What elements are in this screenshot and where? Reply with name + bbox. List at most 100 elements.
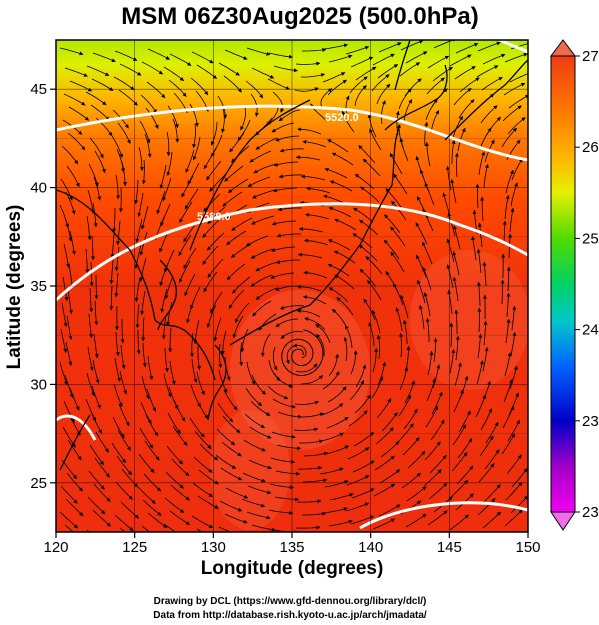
streamline bbox=[327, 239, 351, 251]
streamline bbox=[114, 357, 121, 382]
streamline bbox=[210, 291, 223, 314]
streamline bbox=[59, 511, 79, 529]
streamline bbox=[163, 66, 185, 82]
streamline bbox=[457, 438, 473, 459]
streamline bbox=[507, 117, 526, 135]
streamline bbox=[328, 54, 353, 63]
streamline bbox=[295, 155, 321, 161]
streamline bbox=[59, 47, 84, 56]
streamline bbox=[425, 317, 430, 342]
streamline bbox=[398, 394, 412, 417]
streamline bbox=[502, 105, 522, 122]
streamline bbox=[267, 78, 290, 90]
streamline bbox=[89, 444, 104, 466]
streamline bbox=[484, 449, 500, 470]
streamline bbox=[271, 431, 296, 439]
streamline bbox=[61, 302, 68, 327]
streamline bbox=[328, 519, 353, 527]
coastline-korea bbox=[157, 259, 177, 331]
streamline bbox=[454, 152, 459, 178]
warm-patch bbox=[210, 410, 290, 530]
streamline bbox=[378, 504, 401, 517]
streamline bbox=[319, 467, 344, 475]
streamline bbox=[218, 62, 240, 76]
streamline bbox=[329, 493, 354, 501]
streamline bbox=[163, 523, 177, 532]
streamline bbox=[66, 472, 83, 492]
streamline bbox=[297, 127, 322, 135]
streamline bbox=[400, 294, 409, 319]
streamline bbox=[115, 331, 120, 357]
streamline bbox=[326, 416, 349, 429]
coastline-sakhalin bbox=[394, 40, 411, 91]
streamline bbox=[191, 358, 198, 383]
streamline bbox=[120, 319, 125, 344]
x-tick-label: 145 bbox=[437, 539, 462, 556]
streamline bbox=[231, 217, 253, 231]
streamline bbox=[181, 175, 194, 198]
streamline bbox=[63, 243, 71, 268]
streamline bbox=[60, 485, 78, 504]
streamline bbox=[376, 398, 392, 419]
streamline bbox=[272, 346, 278, 371]
streamline bbox=[67, 439, 82, 461]
streamline bbox=[297, 465, 323, 470]
streamline bbox=[427, 510, 448, 526]
streamline bbox=[138, 453, 155, 473]
streamline bbox=[94, 300, 99, 326]
streamline bbox=[375, 427, 394, 445]
streamline bbox=[389, 152, 403, 175]
streamline bbox=[166, 445, 184, 465]
streamline bbox=[427, 350, 434, 376]
streamline bbox=[345, 45, 370, 55]
y-tick-label: 40 bbox=[30, 180, 47, 197]
streamline bbox=[93, 483, 111, 502]
streamline bbox=[255, 287, 278, 300]
streamline bbox=[485, 421, 499, 444]
streamline bbox=[147, 512, 168, 529]
coastline-kyushu-ryukyu bbox=[207, 344, 227, 421]
streamline bbox=[64, 217, 73, 242]
streamline bbox=[160, 288, 168, 313]
streamline bbox=[185, 149, 195, 173]
streamline bbox=[225, 487, 249, 499]
streamline bbox=[109, 285, 114, 311]
streamline bbox=[162, 177, 172, 202]
streamline bbox=[322, 371, 340, 390]
streamline bbox=[63, 93, 86, 106]
streamline bbox=[306, 186, 331, 194]
streamline bbox=[477, 222, 483, 248]
streamline bbox=[273, 372, 294, 388]
streamline bbox=[89, 287, 94, 313]
streamline bbox=[421, 241, 433, 265]
streamline bbox=[478, 151, 485, 176]
streamline bbox=[277, 207, 303, 212]
streamline bbox=[140, 290, 146, 316]
streamline bbox=[145, 107, 159, 129]
streamline bbox=[229, 132, 245, 153]
streamline bbox=[399, 62, 421, 77]
streamline bbox=[454, 309, 459, 334]
streamline bbox=[452, 276, 459, 302]
streamline bbox=[333, 250, 356, 264]
streamline bbox=[433, 337, 438, 363]
streamline bbox=[271, 122, 295, 133]
streamline bbox=[315, 324, 331, 344]
streamline bbox=[156, 190, 166, 215]
streamline bbox=[327, 386, 347, 403]
streamline bbox=[479, 435, 494, 457]
streamline bbox=[334, 218, 357, 231]
streamline bbox=[111, 442, 126, 464]
streamline bbox=[66, 165, 80, 188]
streamline bbox=[116, 220, 121, 246]
colorbar: 270 262 254 246 238 230 bbox=[550, 39, 599, 531]
streamline bbox=[511, 305, 517, 331]
contour-line-northeast bbox=[499, 40, 528, 54]
streamline bbox=[376, 83, 391, 105]
streamline bbox=[192, 123, 197, 149]
streamline bbox=[207, 258, 224, 278]
streamline bbox=[271, 246, 296, 252]
streamline bbox=[300, 412, 324, 418]
streamline bbox=[135, 303, 140, 329]
